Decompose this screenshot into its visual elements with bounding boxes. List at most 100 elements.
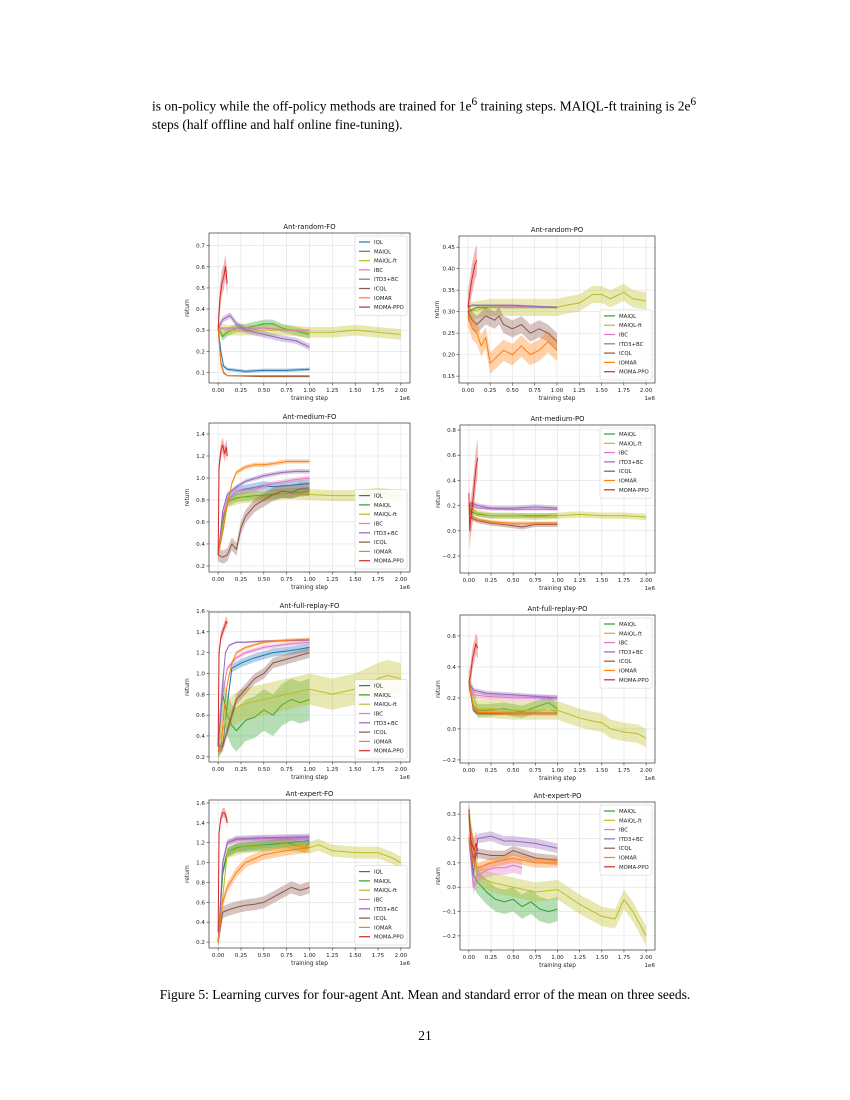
- series-line-iql: [218, 646, 310, 747]
- error-band-maiql-ft: [468, 804, 647, 946]
- series-line-maiql-ft: [467, 291, 647, 313]
- series-line-iql: [217, 328, 310, 372]
- legend-box: [354, 489, 408, 570]
- y-axis-label: return: [435, 300, 441, 318]
- y-tick-label: 0.4: [447, 665, 456, 671]
- series-line-iomar: [217, 847, 310, 943]
- error-band-iomar: [467, 305, 557, 374]
- legend-label: MAIQL-ft: [374, 702, 397, 708]
- y-tick-label: 0.20: [443, 353, 456, 359]
- y-tick-label: 0.4: [196, 734, 205, 740]
- x-offset-label: 1e6: [644, 963, 655, 969]
- x-tick-label: 1.00: [551, 388, 564, 394]
- legend-label: MAIQL: [619, 314, 636, 320]
- legend: IQL MAIQL MAIQL-ft IBC ITD3+BC ICQL IOMAR MOMA-…: [354, 679, 408, 760]
- y-tick-label: −0.2: [442, 554, 456, 560]
- x-tick-label: 0.75: [529, 578, 542, 584]
- chart-title: Ant-medium-PO: [531, 415, 585, 423]
- x-tick-label: 0.50: [507, 768, 520, 774]
- legend-label: IOMAR: [619, 856, 637, 862]
- y-tick-label: 0.4: [196, 920, 205, 926]
- error-band-moma-ppo: [218, 807, 228, 938]
- y-tick-label: 1.4: [196, 630, 205, 636]
- legend-label: ITD3+BC: [619, 650, 644, 656]
- axes-frame: [459, 424, 656, 574]
- error-band-maiql: [468, 802, 558, 924]
- y-tick-label: 0.2: [196, 564, 205, 570]
- axes-frame: [459, 614, 656, 764]
- series-line-maiql: [468, 682, 558, 713]
- y-tick-label: 0.3: [447, 812, 456, 818]
- x-tick-label: 2.00: [640, 388, 653, 394]
- x-tick-label: 1.25: [573, 955, 586, 961]
- x-tick-label: 1.75: [372, 767, 385, 773]
- series-line-itd3+bc: [468, 835, 558, 876]
- legend: IQL MAIQL MAIQL-ft IBC ITD3+BC ICQL IOMAR MOMA-…: [354, 489, 408, 570]
- chart-ant-expert-po: 0.00 0.25 0.50 0.75 1.00 1.25 1.50 1.75 2.00 −0.2…: [436, 792, 655, 969]
- x-tick-label: 2.00: [395, 953, 408, 959]
- y-tick-label: 0.25: [443, 331, 456, 337]
- series-line-moma-ppo: [468, 457, 479, 532]
- series-line-icql: [468, 505, 558, 528]
- chart-ant-full-replay-fo: 0.00 0.25 0.50 0.75 1.00 1.25 1.50 1.75 2.00 0.2 0…: [185, 602, 410, 781]
- error-band-maiql: [218, 319, 310, 341]
- series-line-icql: [468, 838, 558, 861]
- series-line-ibc: [468, 502, 558, 510]
- legend-label: ICQL: [619, 351, 632, 357]
- x-tick-label: 0.00: [212, 767, 225, 773]
- chart-ant-random-po: 0.00 0.25 0.50 0.75 1.00 1.25 1.50 1.75 2.00 0.15…: [435, 226, 655, 402]
- x-tick-label: 1.75: [618, 955, 631, 961]
- x-tick-label: 1.50: [596, 578, 609, 584]
- x-tick-label: 0.50: [258, 767, 271, 773]
- error-band-moma-ppo: [218, 254, 228, 341]
- x-tick-label: 1.75: [372, 388, 385, 394]
- error-band-iql: [218, 326, 310, 374]
- x-tick-label: 0.00: [463, 768, 476, 774]
- x-tick-label: 0.25: [485, 578, 498, 584]
- x-tick-label: 1.25: [573, 578, 586, 584]
- y-tick-label: 0.6: [196, 713, 205, 719]
- x-tick-label: 0.50: [258, 577, 271, 583]
- y-tick-label: 0.0: [447, 885, 456, 891]
- legend-label: MAIQL-ft: [619, 631, 642, 637]
- error-band-maiql-ft: [218, 322, 401, 340]
- x-tick-label: 2.00: [395, 767, 408, 773]
- legend-label: MOMA-PPO: [619, 865, 649, 871]
- series-line-ibc: [468, 838, 523, 888]
- legend-label: ITD3+BC: [619, 460, 644, 466]
- legend-label: ICQL: [619, 469, 632, 475]
- series-line-ibc: [468, 685, 558, 699]
- legend-label: IQL: [374, 870, 383, 876]
- y-tick-label: 0.2: [196, 755, 205, 761]
- x-axis-label: training step: [539, 396, 576, 402]
- series-line-itd3+bc: [467, 304, 558, 308]
- legend-label: ICQL: [374, 287, 387, 293]
- y-axis-label: return: [185, 488, 191, 506]
- figure-caption: Figure 5: Learning curves for four-agent…: [159, 987, 691, 1002]
- error-band-icql: [468, 833, 558, 866]
- y-axis-label: return: [436, 490, 442, 508]
- x-tick-label: 2.00: [640, 955, 653, 961]
- legend-label: ICQL: [619, 846, 632, 852]
- y-tick-label: 1.2: [196, 454, 205, 460]
- y-tick-label: 1.0: [196, 476, 205, 482]
- y-tick-label: 0.8: [196, 880, 205, 886]
- x-tick-label: 0.50: [258, 388, 271, 394]
- x-axis-label: training step: [291, 585, 328, 591]
- x-tick-label: 0.75: [529, 768, 542, 774]
- legend-label: IBC: [619, 828, 628, 834]
- series-line-icql: [217, 652, 310, 752]
- x-tick-label: 0.25: [235, 388, 248, 394]
- legend-label: MAIQL: [374, 249, 391, 255]
- legend-label: MOMA-PPO: [374, 305, 404, 311]
- legend-label: IOMAR: [619, 669, 637, 675]
- legend-label: MAIQL: [374, 693, 391, 699]
- legend-label: ITD3+BC: [374, 277, 399, 283]
- chart-title: Ant-medium-FO: [283, 413, 337, 421]
- legend-label: MAIQL-ft: [619, 323, 642, 329]
- legend-label: ICQL: [374, 916, 387, 922]
- y-tick-label: −0.1: [442, 910, 456, 916]
- x-tick-label: 0.75: [280, 388, 293, 394]
- series-group: [468, 438, 647, 550]
- series-line-maiql-ft: [468, 505, 647, 518]
